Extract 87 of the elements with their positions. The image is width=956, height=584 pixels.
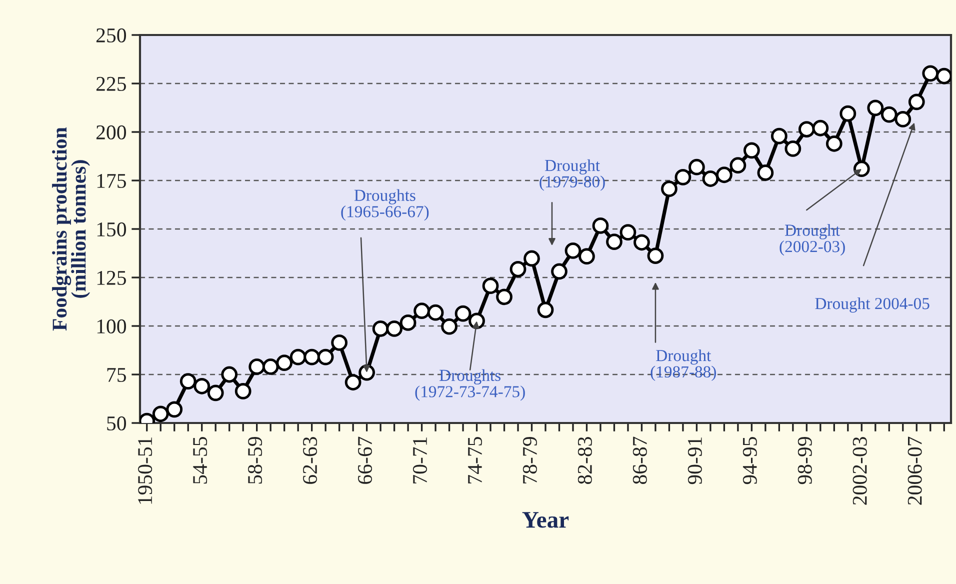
point bbox=[606, 234, 622, 250]
annotation: Droughts (1965-66-67) bbox=[341, 189, 429, 221]
point bbox=[894, 111, 912, 128]
point bbox=[688, 158, 705, 176]
point bbox=[647, 248, 664, 264]
point bbox=[524, 250, 540, 267]
point bbox=[784, 140, 802, 157]
point bbox=[922, 65, 939, 82]
point bbox=[564, 242, 582, 259]
x-tick-label: 58-59 bbox=[248, 437, 262, 484]
x-tick-label: 1950-51 bbox=[138, 437, 152, 504]
point bbox=[304, 348, 320, 366]
point bbox=[867, 100, 884, 116]
point bbox=[317, 348, 334, 366]
point bbox=[551, 263, 568, 280]
point bbox=[812, 120, 829, 136]
x-tick-label: 82-83 bbox=[578, 437, 592, 484]
point bbox=[248, 358, 266, 375]
point bbox=[840, 105, 856, 122]
point bbox=[936, 68, 951, 84]
point bbox=[152, 406, 169, 422]
point bbox=[578, 248, 595, 265]
point bbox=[386, 320, 402, 337]
x-tick-label: 66-67 bbox=[358, 436, 372, 484]
y-axis-title: Foodgrains production (million tonnes) bbox=[52, 127, 90, 331]
point bbox=[290, 348, 306, 366]
x-tick-label: 74-75 bbox=[468, 437, 482, 484]
point bbox=[372, 320, 389, 337]
x-tick-label: 62-63 bbox=[303, 437, 318, 484]
x-tick-label: 90-91 bbox=[688, 437, 702, 484]
point bbox=[716, 166, 732, 184]
x-tick-label: 94-95 bbox=[742, 437, 757, 484]
point bbox=[770, 128, 788, 144]
point bbox=[908, 94, 925, 110]
point bbox=[757, 164, 774, 181]
x-axis-title: Year bbox=[522, 512, 569, 528]
point bbox=[702, 170, 719, 187]
x-tick-label: 2002-03 bbox=[852, 437, 867, 505]
y-tick-label: 200 bbox=[96, 125, 126, 140]
point bbox=[496, 288, 512, 306]
point bbox=[221, 366, 238, 383]
point bbox=[427, 304, 444, 321]
point bbox=[880, 106, 898, 123]
point bbox=[620, 224, 636, 240]
point bbox=[592, 218, 609, 234]
point bbox=[400, 314, 416, 331]
y-tick-label: 125 bbox=[97, 270, 126, 285]
point bbox=[262, 358, 279, 375]
point bbox=[414, 302, 430, 320]
y-tick-label: 100 bbox=[97, 319, 126, 334]
x-tick-label: 98-99 bbox=[798, 437, 812, 484]
point bbox=[634, 234, 650, 251]
point bbox=[510, 260, 526, 278]
point bbox=[194, 378, 210, 394]
point bbox=[454, 305, 472, 322]
point bbox=[166, 401, 183, 418]
point bbox=[537, 302, 554, 318]
point bbox=[826, 135, 842, 152]
point bbox=[798, 121, 815, 138]
y-tick-label: 250 bbox=[96, 28, 126, 42]
point bbox=[207, 384, 224, 402]
point bbox=[743, 142, 760, 159]
point bbox=[180, 373, 196, 390]
point bbox=[276, 354, 293, 372]
x-tick-label: 70-71 bbox=[412, 437, 428, 484]
point bbox=[441, 318, 458, 335]
y-tick-label: 225 bbox=[96, 76, 126, 91]
x-tick-label: 54-55 bbox=[193, 437, 208, 484]
x-tick-label: 86-87 bbox=[632, 436, 647, 484]
y-tick-label: 150 bbox=[97, 222, 126, 236]
annotation: Drought (1987-88) bbox=[650, 349, 716, 381]
point bbox=[482, 278, 499, 294]
point bbox=[344, 374, 362, 390]
x-tick-label: 78-79 bbox=[522, 437, 537, 484]
y-tick-label: 50 bbox=[107, 416, 126, 430]
point bbox=[730, 157, 746, 174]
y-tick-label: 75 bbox=[107, 368, 126, 382]
point bbox=[331, 334, 348, 351]
annotation: Drought 2004-05 bbox=[815, 297, 930, 313]
annotation: Drought (1979-80) bbox=[540, 159, 605, 191]
point bbox=[674, 169, 692, 186]
y-tick-label: 175 bbox=[97, 174, 126, 188]
point bbox=[661, 180, 678, 198]
x-tick-label: 2006-07 bbox=[908, 436, 922, 505]
annotation: Drought (2002-03) bbox=[780, 224, 845, 256]
point bbox=[234, 382, 252, 400]
annotation: Droughts (1972-73-74-75) bbox=[415, 369, 525, 401]
